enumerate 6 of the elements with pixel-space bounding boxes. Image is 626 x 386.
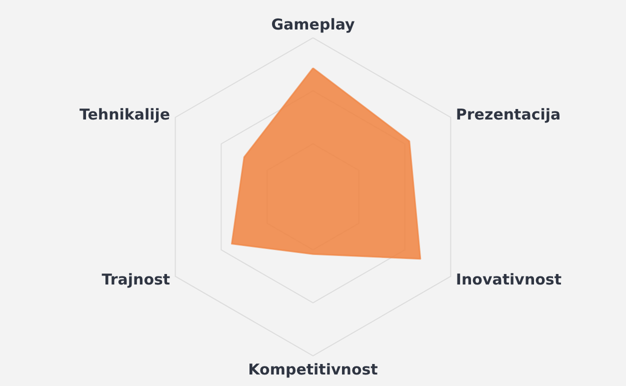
spoke-label: Inovativnost — [456, 270, 562, 288]
spoke-label: Kompetitivnost — [248, 360, 378, 378]
spoke-label: Prezentacija — [456, 105, 561, 124]
spoke-label: Gameplay — [271, 15, 355, 34]
spoke-label: Trajnost — [102, 270, 170, 288]
spoke-label: Tehnikalije — [79, 105, 170, 124]
